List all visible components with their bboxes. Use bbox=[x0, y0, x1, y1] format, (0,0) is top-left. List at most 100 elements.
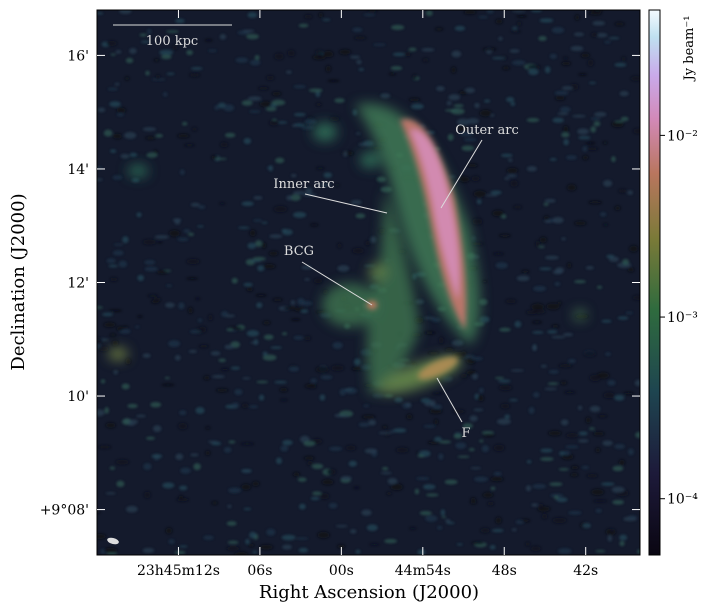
noise-blob bbox=[589, 405, 601, 413]
noise-blob bbox=[471, 541, 484, 545]
noise-blob bbox=[350, 55, 360, 59]
noise-blob bbox=[198, 205, 206, 209]
noise-blob bbox=[250, 341, 258, 344]
noise-blob bbox=[380, 93, 391, 99]
noise-blob bbox=[142, 127, 157, 132]
noise-blob bbox=[451, 66, 457, 74]
noise-blob bbox=[98, 346, 109, 352]
noise-blob bbox=[219, 34, 227, 40]
noise-blob bbox=[191, 127, 198, 132]
noise-blob bbox=[129, 47, 137, 54]
noise-blob bbox=[226, 328, 234, 332]
y-tick-label: 12' bbox=[67, 276, 89, 292]
noise-blob bbox=[100, 379, 106, 384]
noise-blob bbox=[122, 236, 129, 244]
noise-blob bbox=[506, 174, 518, 178]
noise-blob bbox=[97, 409, 105, 417]
noise-blob bbox=[304, 335, 311, 341]
noise-blob bbox=[434, 418, 439, 425]
noise-blob bbox=[355, 132, 361, 135]
noise-blob bbox=[492, 252, 504, 256]
noise-blob bbox=[115, 459, 130, 465]
noise-blob bbox=[108, 309, 122, 312]
noise-blob bbox=[611, 156, 616, 163]
noise-blob bbox=[436, 86, 445, 92]
noise-blob bbox=[366, 10, 379, 13]
noise-blob bbox=[242, 29, 255, 33]
noise-blob bbox=[243, 138, 252, 145]
noise-blob bbox=[420, 398, 432, 404]
noise-blob bbox=[110, 277, 118, 282]
noise-blob bbox=[390, 66, 403, 71]
noise-blob bbox=[124, 76, 130, 81]
noise-blob bbox=[223, 447, 232, 453]
noise-blob bbox=[479, 109, 492, 117]
noise-blob bbox=[561, 61, 571, 66]
noise-blob bbox=[404, 52, 411, 57]
noise-blob bbox=[612, 465, 624, 472]
noise-blob bbox=[297, 298, 305, 305]
noise-blob bbox=[282, 229, 293, 236]
noise-blob bbox=[353, 358, 361, 366]
noise-blob bbox=[389, 430, 395, 434]
noise-blob bbox=[232, 402, 239, 408]
noise-blob bbox=[297, 477, 307, 482]
noise-blob bbox=[251, 481, 260, 487]
noise-blob bbox=[221, 311, 229, 318]
noise-blob bbox=[112, 250, 124, 256]
noise-blob bbox=[526, 118, 540, 123]
noise-blob bbox=[595, 550, 606, 553]
noise-blob bbox=[471, 175, 480, 182]
noise-blob bbox=[363, 404, 370, 408]
noise-blob bbox=[544, 387, 557, 391]
noise-blob bbox=[174, 550, 186, 555]
noise-blob bbox=[162, 92, 168, 97]
noise-blob bbox=[326, 468, 337, 475]
noise-blob bbox=[499, 327, 511, 332]
noise-blob bbox=[215, 388, 229, 393]
noise-blob bbox=[607, 535, 612, 542]
y-axis-label: Declination (J2000) bbox=[8, 193, 29, 370]
noise-blob bbox=[344, 387, 358, 394]
noise-blob bbox=[249, 259, 262, 263]
noise-blob bbox=[97, 12, 104, 15]
noise-blob bbox=[280, 445, 289, 452]
noise-blob bbox=[473, 408, 484, 412]
noise-blob bbox=[567, 359, 576, 363]
noise-blob bbox=[459, 131, 474, 137]
noise-blob bbox=[366, 524, 378, 532]
noise-blob bbox=[208, 314, 213, 321]
noise-blob bbox=[249, 110, 261, 113]
noise-blob bbox=[574, 14, 580, 21]
noise-blob bbox=[492, 210, 504, 217]
noise-blob bbox=[228, 487, 241, 494]
noise-blob bbox=[500, 403, 510, 409]
noise-blob bbox=[510, 369, 525, 372]
noise-blob bbox=[548, 370, 559, 374]
noise-blob bbox=[500, 153, 513, 158]
noise-blob bbox=[179, 410, 187, 416]
noise-blob bbox=[274, 380, 287, 384]
noise-blob bbox=[339, 49, 352, 55]
noise-blob bbox=[495, 18, 503, 24]
noise-blob bbox=[129, 152, 138, 157]
noise-blob bbox=[355, 549, 361, 554]
noise-blob bbox=[266, 528, 276, 536]
noise-blob bbox=[533, 392, 540, 398]
noise-blob bbox=[535, 240, 540, 247]
noise-blob bbox=[220, 368, 230, 371]
noise-blob bbox=[293, 112, 306, 117]
noise-blob bbox=[396, 447, 409, 453]
noise-blob bbox=[175, 18, 185, 24]
noise-blob bbox=[557, 548, 572, 554]
noise-blob bbox=[125, 505, 138, 513]
noise-blob bbox=[451, 339, 464, 346]
noise-blob bbox=[146, 152, 158, 158]
noise-blob bbox=[175, 453, 184, 460]
noise-blob bbox=[406, 413, 413, 420]
noise-blob bbox=[205, 426, 211, 430]
noise-blob bbox=[242, 377, 251, 380]
noise-blob bbox=[462, 423, 473, 429]
noise-blob bbox=[300, 309, 309, 314]
noise-blob bbox=[190, 67, 203, 70]
